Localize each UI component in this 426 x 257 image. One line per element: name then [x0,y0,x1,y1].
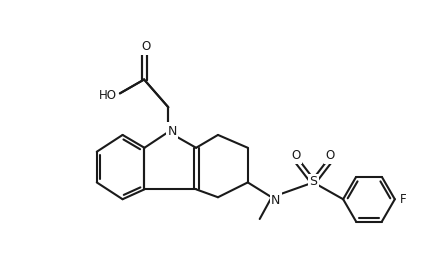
Text: HO: HO [99,89,117,102]
Text: O: O [141,40,150,53]
Text: O: O [140,40,150,53]
Text: N: N [167,125,176,139]
Text: O: O [291,149,300,162]
Text: S: S [308,175,317,188]
Text: N: N [167,123,176,136]
Text: HO: HO [99,89,117,102]
Text: O: O [325,149,334,162]
Text: F: F [398,193,405,206]
Text: N: N [270,194,279,207]
